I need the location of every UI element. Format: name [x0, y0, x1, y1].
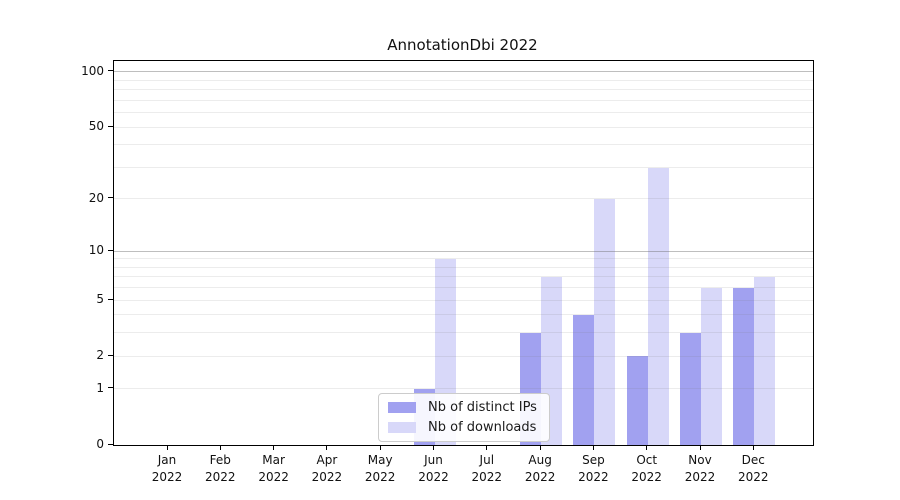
- bar-downloads-oct: [648, 167, 669, 445]
- x-tick-label-feb: Feb 2022: [205, 453, 236, 484]
- gridline-8: [114, 266, 813, 268]
- gridline-20: [114, 198, 813, 200]
- x-tick-label-dec: Dec 2022: [738, 453, 769, 484]
- gridline-30: [114, 166, 813, 168]
- gridline-40: [114, 144, 813, 146]
- x-tick-label-jan: Jan 2022: [151, 453, 183, 484]
- x-tick-label-mar: Mar 2022: [258, 453, 289, 484]
- y-tick-2: [108, 354, 113, 356]
- x-tick-label-may: May 2022: [364, 453, 396, 484]
- y-tick-label-20: 20: [88, 190, 104, 205]
- y-tick-label-100: 100: [81, 63, 104, 78]
- y-tick-1: [108, 387, 113, 389]
- legend-label: Nb of distinct IPs: [428, 400, 537, 415]
- gridline-10: [114, 250, 813, 252]
- x-tick-jan: [166, 445, 168, 450]
- bar-downloads-dec: [754, 276, 775, 445]
- x-tick-dec: [752, 445, 754, 450]
- gridline-80: [114, 89, 813, 91]
- legend: Nb of distinct IPs Nb of downloads: [378, 393, 550, 442]
- gridline-50: [114, 126, 813, 128]
- legend-item: Nb of distinct IPs: [388, 400, 537, 415]
- x-tick-label-sep: Sep 2022: [578, 453, 609, 484]
- y-tick-label-2: 2: [96, 348, 104, 363]
- x-tick-jun: [433, 445, 434, 450]
- x-tick-label-jul: Jul 2022: [471, 453, 503, 484]
- y-tick-10: [108, 249, 113, 251]
- gridline-100: [114, 71, 813, 73]
- legend-item: Nb of downloads: [388, 420, 537, 435]
- legend-label: Nb of downloads: [428, 420, 537, 435]
- x-tick-label-jun: Jun 2022: [418, 453, 449, 484]
- y-tick-100: [108, 70, 113, 72]
- bar-downloads-sep: [594, 198, 615, 445]
- y-tick-label-5: 5: [96, 292, 104, 307]
- gridline-60: [114, 112, 813, 114]
- y-tick-label-1: 1: [96, 380, 104, 395]
- chart-title: AnnotationDbi 2022: [387, 36, 538, 54]
- bar-downloads-nov: [701, 287, 722, 445]
- gridline-9: [114, 258, 813, 260]
- gridline-7: [114, 276, 813, 278]
- plot-area: [113, 60, 814, 446]
- y-tick-0: [108, 443, 113, 445]
- x-tick-label-apr: Apr 2022: [311, 453, 343, 484]
- x-tick-label-aug: Aug 2022: [524, 453, 556, 484]
- x-tick-label-oct: Oct 2022: [631, 453, 662, 484]
- bar-distinct-ips-nov: [680, 333, 701, 445]
- x-tick-nov: [699, 445, 701, 450]
- bar-distinct-ips-dec: [733, 287, 754, 445]
- x-tick-sep: [592, 445, 594, 450]
- y-tick-50: [108, 125, 113, 127]
- bar-distinct-ips-oct: [627, 356, 648, 445]
- y-tick-label-0: 0: [96, 437, 104, 451]
- x-tick-aug: [539, 445, 541, 450]
- x-tick-label-nov: Nov 2022: [684, 453, 716, 484]
- x-tick-may: [379, 445, 381, 450]
- y-tick-20: [108, 197, 113, 199]
- y-tick-5: [108, 298, 113, 300]
- gridline-70: [114, 99, 813, 101]
- x-tick-oct: [646, 445, 648, 450]
- x-tick-mar: [273, 445, 275, 450]
- x-tick-apr: [326, 445, 328, 450]
- y-tick-label-50: 50: [88, 119, 104, 134]
- gridline-90: [114, 79, 813, 81]
- legend-swatch-distinct-ips: [388, 402, 416, 413]
- x-tick-jul: [486, 445, 488, 450]
- bar-distinct-ips-sep: [573, 314, 594, 445]
- legend-swatch-downloads: [388, 422, 416, 433]
- x-tick-feb: [219, 445, 221, 450]
- y-tick-label-10: 10: [88, 243, 104, 258]
